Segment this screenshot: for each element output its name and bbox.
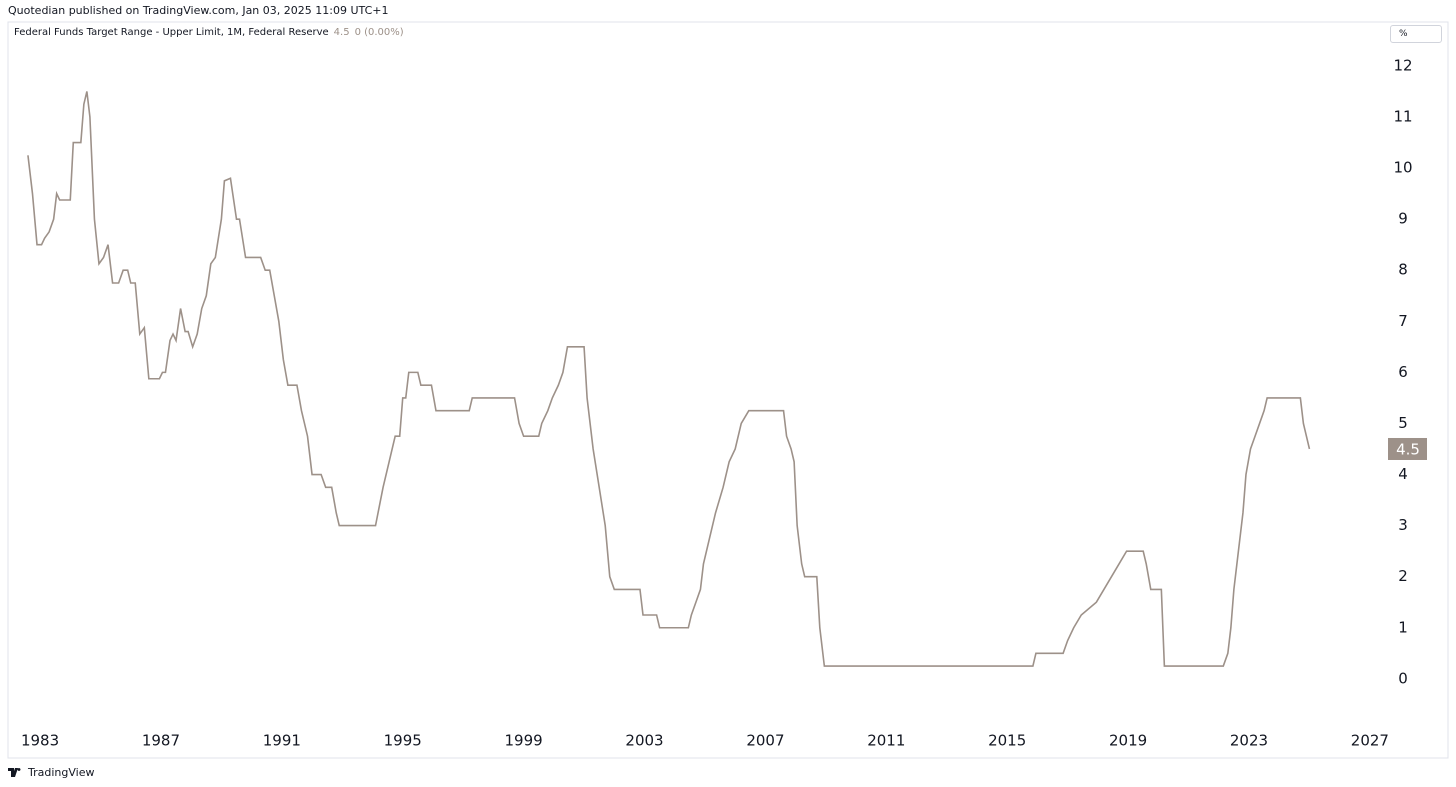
y-tick-label: 5 [1398, 414, 1408, 432]
legend-last-value: 4.5 [333, 27, 350, 38]
y-tick-label: 6 [1398, 363, 1408, 381]
x-tick-label: 2019 [1109, 732, 1147, 750]
legend-change: 0 (0.00%) [354, 27, 404, 38]
legend: Federal Funds Target Range - Upper Limit… [14, 27, 404, 38]
brand-logo [8, 767, 21, 777]
y-tick-label: 2 [1398, 567, 1408, 585]
last-value-label: 4.5 [1396, 440, 1420, 458]
x-tick-label: 1995 [384, 732, 422, 750]
y-tick-label: 0 [1398, 669, 1408, 687]
x-tick-label: 1983 [21, 732, 59, 750]
brand-name: TradingView [28, 766, 95, 779]
y-tick-label: 9 [1398, 210, 1408, 228]
publish-header: Quotedian published on TradingView.com, … [8, 4, 389, 17]
x-tick-label: 1999 [505, 732, 543, 750]
y-tick-label: 3 [1398, 516, 1408, 534]
x-tick-label: 1987 [142, 732, 180, 750]
x-tick-label: 2003 [625, 732, 663, 750]
footer: TradingView [8, 766, 94, 779]
unit-selector[interactable]: % [1390, 25, 1442, 43]
x-tick-label: 2011 [867, 732, 905, 750]
y-tick-label: 11 [1393, 108, 1412, 126]
x-tick-label: 2023 [1230, 732, 1268, 750]
y-tick-label: 7 [1398, 312, 1408, 330]
x-tick-label: 2007 [746, 732, 784, 750]
x-tick-label: 2015 [988, 732, 1026, 750]
y-tick-label: 4 [1398, 465, 1408, 483]
x-tick-label: 1991 [263, 732, 301, 750]
last-value-tag [1388, 437, 1427, 460]
y-tick-label: 10 [1393, 159, 1412, 177]
series-title: Federal Funds Target Range - Upper Limit… [14, 27, 329, 38]
y-tick-label: 8 [1398, 261, 1408, 279]
series-line [27, 91, 1311, 667]
x-tick-label: 2027 [1351, 732, 1389, 750]
y-tick-label: 12 [1393, 56, 1412, 74]
y-tick-label: 1 [1398, 618, 1408, 636]
chart-frame [7, 21, 1449, 759]
